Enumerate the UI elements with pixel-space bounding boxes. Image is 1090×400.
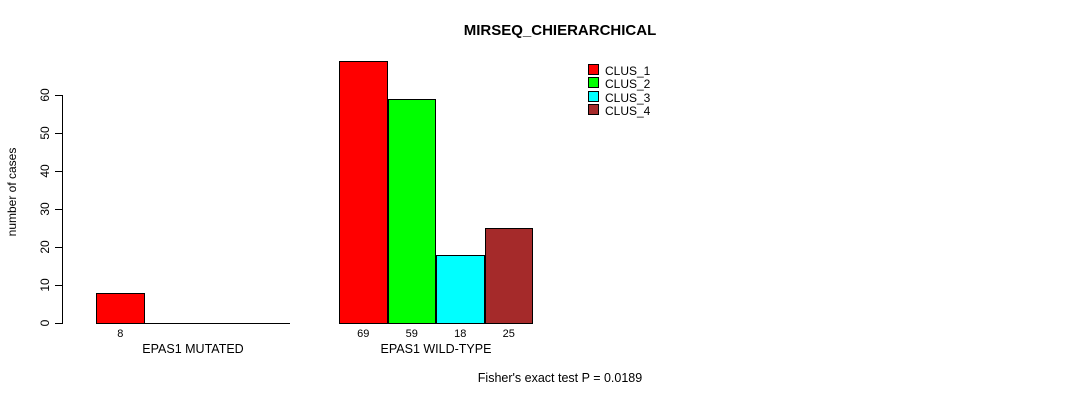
y-axis-tick [55, 323, 62, 324]
chart-title: MIRSEQ_CHIERARCHICAL [463, 22, 657, 39]
y-axis-tick-label: 60 [38, 88, 52, 102]
bar-value-label: 59 [405, 328, 418, 340]
category-label: EPAS1 MUTATED [142, 342, 244, 356]
bar-clus_2 [387, 98, 436, 324]
bar-clus_4 [484, 228, 533, 324]
y-axis-tick [55, 247, 62, 248]
x-axis-baseline [96, 323, 290, 324]
y-axis-tick-label: 20 [38, 240, 52, 254]
y-axis-tick [55, 285, 62, 286]
bar-clus_1 [339, 60, 388, 324]
bar-value-label: 8 [117, 328, 124, 340]
bar-value-label: 25 [502, 328, 515, 340]
category-label: EPAS1 WILD-TYPE [380, 342, 492, 356]
bar-value-label: 18 [454, 328, 467, 340]
legend-label: CLUS_3 [605, 90, 651, 105]
legend-swatch-clus_4 [588, 103, 599, 115]
y-axis-tick [55, 133, 62, 134]
statistical-test-annotation: Fisher's exact test P = 0.0189 [477, 371, 643, 385]
y-axis-tick-label: 40 [38, 164, 52, 178]
bar-clus_1 [96, 292, 145, 324]
legend-label: CLUS_2 [605, 77, 651, 92]
y-axis-tick-label: 10 [38, 278, 52, 292]
y-axis-tick-label: 50 [38, 126, 52, 140]
legend-swatch-clus_3 [588, 90, 599, 102]
y-axis-line [62, 95, 63, 324]
legend-label: CLUS_1 [605, 64, 651, 78]
bar-value-label: 69 [357, 328, 370, 340]
y-axis-tick-label: 0 [38, 319, 52, 327]
y-axis-tick-label: 30 [38, 202, 52, 216]
legend-swatch-clus_2 [588, 77, 599, 89]
y-axis-tick [55, 209, 62, 210]
y-axis-tick [55, 171, 62, 172]
y-axis-tick [55, 95, 62, 96]
bar-clus_3 [436, 254, 485, 324]
y-axis-title: number of cases [5, 147, 19, 237]
legend-swatch-clus_1 [588, 64, 599, 75]
legend-label: CLUS_4 [605, 103, 651, 118]
